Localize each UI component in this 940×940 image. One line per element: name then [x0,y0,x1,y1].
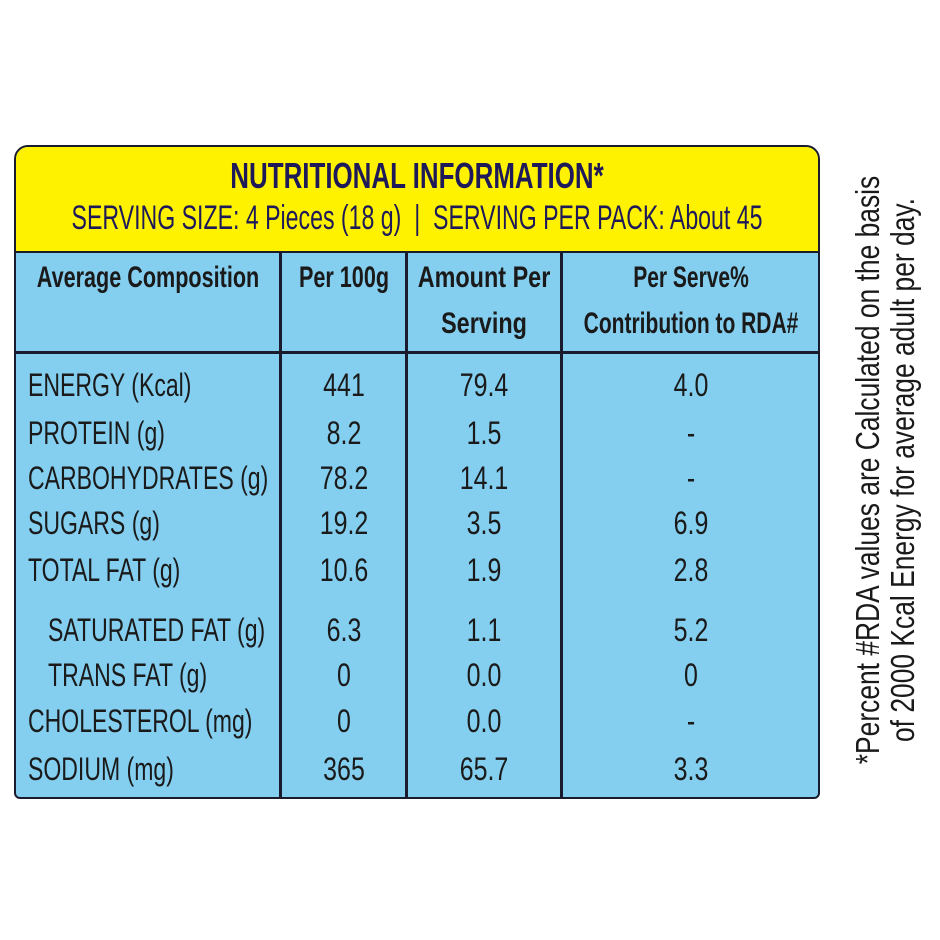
table-row: SUGARS (g) 19.2 3.5 6.9 [16,500,818,546]
nutrient-name: CARBOHYDRATES (g) [28,460,269,496]
rda-value: 0 [683,657,698,693]
nutrient-name: SATURATED FAT (g) [48,612,266,648]
per-100g-value: 365 [322,751,365,787]
serving-per-pack: SERVING PER PACK: About 45 [433,199,763,237]
rda-value: 4.0 [673,367,708,403]
rda-footnote: *Percent #RDA values are Calculated on t… [849,20,921,920]
nutrient-name: CHOLESTEROL (mg) [28,703,253,739]
column-header-composition: Average Composition [36,261,259,294]
table-row: SATURATED FAT (g) 6.3 1.1 5.2 [16,607,818,653]
table-row: TOTAL FAT (g) 10.6 1.9 2.8 [16,547,818,593]
rda-value: - [686,415,695,451]
serving-info: SERVING SIZE: 4 Pieces (18 g) | SERVING … [16,199,818,245]
per-serving-value: 65.7 [459,751,509,787]
nutrient-name: TOTAL FAT (g) [28,552,181,588]
rda-value: 3.3 [673,751,708,787]
table-row: ENERGY (Kcal) 441 79.4 4.0 [16,362,818,408]
per-100g-value: 6.3 [326,612,361,648]
per-serving-value: 1.9 [466,552,502,588]
per-serving-value: 14.1 [459,460,509,496]
table-row: PROTEIN (g) 8.2 1.5 - [16,410,818,456]
separator: | [414,199,421,237]
per-100g-value: 78.2 [319,460,368,496]
per-serving-value: 0.0 [466,703,502,739]
table-header-band: NUTRITIONAL INFORMATION* SERVING SIZE: 4… [16,147,818,253]
header-divider [16,351,818,354]
column-header-per-100g: Per 100g [298,261,389,294]
per-serving-value: 1.5 [466,415,502,451]
nutrient-name: SODIUM (mg) [28,751,174,787]
serving-size: SERVING SIZE: 4 Pieces (18 g) [71,199,402,237]
nutrient-name: SUGARS (g) [28,505,160,541]
rda-value: - [686,460,695,496]
rda-value: - [686,703,695,739]
nutrition-table: NUTRITIONAL INFORMATION* SERVING SIZE: 4… [14,145,820,799]
per-100g-value: 0 [336,703,351,739]
column-header-per-serving: Amount Per Serving [417,261,551,340]
nutrient-name: PROTEIN (g) [28,415,165,451]
table-row: SODIUM (mg) 365 65.7 3.3 [16,746,818,792]
table-row: TRANS FAT (g) 0 0.0 0 [16,652,818,698]
footnote-line-2: of 2000 Kcal Energy for average adult pe… [884,198,921,742]
per-100g-value: 19.2 [319,505,368,541]
nutrient-name: TRANS FAT (g) [48,657,208,693]
per-100g-value: 0 [336,657,351,693]
rda-value: 6.9 [673,505,708,541]
per-100g-value: 8.2 [326,415,361,451]
column-divider [405,251,408,797]
per-100g-value: 441 [322,367,365,403]
rda-value: 2.8 [673,552,708,588]
nutrient-name: ENERGY (Kcal) [28,367,192,403]
per-serving-value: 3.5 [466,505,502,541]
column-divider [560,251,563,797]
column-header-rda: Per Serve% Contribution to RDA# [583,261,798,340]
footnote-line-1: *Percent #RDA values are Calculated on t… [849,175,886,765]
per-serving-value: 79.4 [459,367,509,403]
column-divider [279,251,282,797]
per-serving-value: 0.0 [466,657,502,693]
per-100g-value: 10.6 [319,552,368,588]
rda-value: 5.2 [673,612,708,648]
table-row: CHOLESTEROL (mg) 0 0.0 - [16,698,818,744]
per-serving-value: 1.1 [466,612,502,648]
table-row: CARBOHYDRATES (g) 78.2 14.1 - [16,455,818,501]
table-title: NUTRITIONAL INFORMATION* [230,155,604,196]
